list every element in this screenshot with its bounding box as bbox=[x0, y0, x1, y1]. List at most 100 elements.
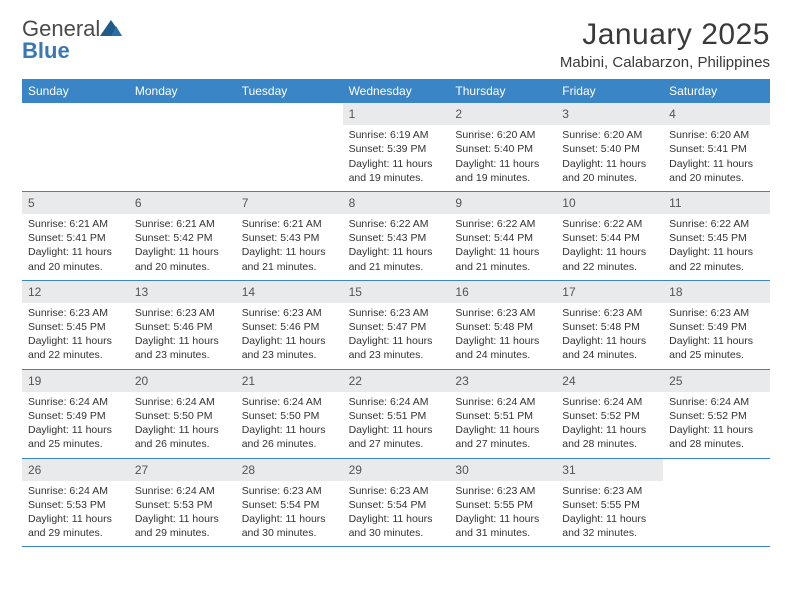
sunset-text: Sunset: 5:49 PM bbox=[28, 409, 123, 423]
sunset-text: Sunset: 5:39 PM bbox=[349, 142, 444, 156]
weekday-label: Sunday bbox=[22, 79, 129, 103]
day-number: 16 bbox=[449, 281, 556, 303]
day-body: Sunrise: 6:20 AMSunset: 5:40 PMDaylight:… bbox=[449, 125, 556, 191]
day-body: Sunrise: 6:20 AMSunset: 5:40 PMDaylight:… bbox=[556, 125, 663, 191]
sunset-text: Sunset: 5:47 PM bbox=[349, 320, 444, 334]
day-body: Sunrise: 6:24 AMSunset: 5:51 PMDaylight:… bbox=[449, 392, 556, 458]
sunrise-text: Sunrise: 6:24 AM bbox=[669, 395, 764, 409]
day-number: 23 bbox=[449, 370, 556, 392]
calendar-day bbox=[22, 103, 129, 191]
calendar-day: 20Sunrise: 6:24 AMSunset: 5:50 PMDayligh… bbox=[129, 370, 236, 458]
calendar-week: 1Sunrise: 6:19 AMSunset: 5:39 PMDaylight… bbox=[22, 103, 770, 192]
calendar-day: 16Sunrise: 6:23 AMSunset: 5:48 PMDayligh… bbox=[449, 281, 556, 369]
sunrise-text: Sunrise: 6:23 AM bbox=[349, 484, 444, 498]
calendar: Sunday Monday Tuesday Wednesday Thursday… bbox=[22, 79, 770, 547]
day-body: Sunrise: 6:19 AMSunset: 5:39 PMDaylight:… bbox=[343, 125, 450, 191]
calendar-day: 30Sunrise: 6:23 AMSunset: 5:55 PMDayligh… bbox=[449, 459, 556, 547]
calendar-day: 23Sunrise: 6:24 AMSunset: 5:51 PMDayligh… bbox=[449, 370, 556, 458]
day-number: 28 bbox=[236, 459, 343, 481]
sunrise-text: Sunrise: 6:22 AM bbox=[455, 217, 550, 231]
calendar-day: 14Sunrise: 6:23 AMSunset: 5:46 PMDayligh… bbox=[236, 281, 343, 369]
sunset-text: Sunset: 5:52 PM bbox=[669, 409, 764, 423]
weekday-label: Friday bbox=[556, 79, 663, 103]
day-body: Sunrise: 6:23 AMSunset: 5:47 PMDaylight:… bbox=[343, 303, 450, 369]
daylight-text: Daylight: 11 hours and 30 minutes. bbox=[242, 512, 337, 540]
sunset-text: Sunset: 5:53 PM bbox=[135, 498, 230, 512]
daylight-text: Daylight: 11 hours and 29 minutes. bbox=[135, 512, 230, 540]
daylight-text: Daylight: 11 hours and 27 minutes. bbox=[349, 423, 444, 451]
calendar-day: 9Sunrise: 6:22 AMSunset: 5:44 PMDaylight… bbox=[449, 192, 556, 280]
sunrise-text: Sunrise: 6:23 AM bbox=[562, 484, 657, 498]
sunset-text: Sunset: 5:43 PM bbox=[349, 231, 444, 245]
calendar-day: 27Sunrise: 6:24 AMSunset: 5:53 PMDayligh… bbox=[129, 459, 236, 547]
sunset-text: Sunset: 5:51 PM bbox=[455, 409, 550, 423]
sunset-text: Sunset: 5:41 PM bbox=[669, 142, 764, 156]
calendar-day: 6Sunrise: 6:21 AMSunset: 5:42 PMDaylight… bbox=[129, 192, 236, 280]
sunrise-text: Sunrise: 6:24 AM bbox=[562, 395, 657, 409]
sunrise-text: Sunrise: 6:19 AM bbox=[349, 128, 444, 142]
calendar-day: 7Sunrise: 6:21 AMSunset: 5:43 PMDaylight… bbox=[236, 192, 343, 280]
day-body: Sunrise: 6:24 AMSunset: 5:52 PMDaylight:… bbox=[556, 392, 663, 458]
calendar-day: 21Sunrise: 6:24 AMSunset: 5:50 PMDayligh… bbox=[236, 370, 343, 458]
day-body: Sunrise: 6:23 AMSunset: 5:45 PMDaylight:… bbox=[22, 303, 129, 369]
daylight-text: Daylight: 11 hours and 19 minutes. bbox=[349, 157, 444, 185]
daylight-text: Daylight: 11 hours and 23 minutes. bbox=[349, 334, 444, 362]
day-number: 11 bbox=[663, 192, 770, 214]
calendar-day: 18Sunrise: 6:23 AMSunset: 5:49 PMDayligh… bbox=[663, 281, 770, 369]
day-number: 15 bbox=[343, 281, 450, 303]
sunrise-text: Sunrise: 6:20 AM bbox=[562, 128, 657, 142]
sunset-text: Sunset: 5:53 PM bbox=[28, 498, 123, 512]
sunrise-text: Sunrise: 6:24 AM bbox=[28, 395, 123, 409]
day-body: Sunrise: 6:22 AMSunset: 5:45 PMDaylight:… bbox=[663, 214, 770, 280]
sunset-text: Sunset: 5:44 PM bbox=[562, 231, 657, 245]
calendar-day: 19Sunrise: 6:24 AMSunset: 5:49 PMDayligh… bbox=[22, 370, 129, 458]
calendar-day: 22Sunrise: 6:24 AMSunset: 5:51 PMDayligh… bbox=[343, 370, 450, 458]
sunrise-text: Sunrise: 6:22 AM bbox=[562, 217, 657, 231]
day-body: Sunrise: 6:23 AMSunset: 5:48 PMDaylight:… bbox=[449, 303, 556, 369]
calendar-week: 19Sunrise: 6:24 AMSunset: 5:49 PMDayligh… bbox=[22, 370, 770, 459]
day-number: 20 bbox=[129, 370, 236, 392]
sunrise-text: Sunrise: 6:22 AM bbox=[669, 217, 764, 231]
daylight-text: Daylight: 11 hours and 26 minutes. bbox=[242, 423, 337, 451]
day-number: 13 bbox=[129, 281, 236, 303]
sunset-text: Sunset: 5:46 PM bbox=[242, 320, 337, 334]
day-body: Sunrise: 6:23 AMSunset: 5:55 PMDaylight:… bbox=[449, 481, 556, 547]
day-body: Sunrise: 6:24 AMSunset: 5:53 PMDaylight:… bbox=[22, 481, 129, 547]
sunset-text: Sunset: 5:42 PM bbox=[135, 231, 230, 245]
sunrise-text: Sunrise: 6:23 AM bbox=[562, 306, 657, 320]
weekday-label: Wednesday bbox=[343, 79, 450, 103]
brand-name: General Blue bbox=[22, 18, 122, 62]
daylight-text: Daylight: 11 hours and 27 minutes. bbox=[455, 423, 550, 451]
day-body: Sunrise: 6:24 AMSunset: 5:49 PMDaylight:… bbox=[22, 392, 129, 458]
calendar-day: 12Sunrise: 6:23 AMSunset: 5:45 PMDayligh… bbox=[22, 281, 129, 369]
calendar-day: 10Sunrise: 6:22 AMSunset: 5:44 PMDayligh… bbox=[556, 192, 663, 280]
day-number: 17 bbox=[556, 281, 663, 303]
daylight-text: Daylight: 11 hours and 20 minutes. bbox=[562, 157, 657, 185]
calendar-day: 5Sunrise: 6:21 AMSunset: 5:41 PMDaylight… bbox=[22, 192, 129, 280]
daylight-text: Daylight: 11 hours and 21 minutes. bbox=[455, 245, 550, 273]
day-body: Sunrise: 6:24 AMSunset: 5:52 PMDaylight:… bbox=[663, 392, 770, 458]
day-body: Sunrise: 6:20 AMSunset: 5:41 PMDaylight:… bbox=[663, 125, 770, 191]
sunset-text: Sunset: 5:40 PM bbox=[562, 142, 657, 156]
day-number: 9 bbox=[449, 192, 556, 214]
calendar-day: 17Sunrise: 6:23 AMSunset: 5:48 PMDayligh… bbox=[556, 281, 663, 369]
day-body: Sunrise: 6:21 AMSunset: 5:42 PMDaylight:… bbox=[129, 214, 236, 280]
weekday-label: Monday bbox=[129, 79, 236, 103]
sunrise-text: Sunrise: 6:24 AM bbox=[135, 395, 230, 409]
weekday-label: Tuesday bbox=[236, 79, 343, 103]
sunrise-text: Sunrise: 6:24 AM bbox=[242, 395, 337, 409]
calendar-day: 24Sunrise: 6:24 AMSunset: 5:52 PMDayligh… bbox=[556, 370, 663, 458]
sunset-text: Sunset: 5:54 PM bbox=[242, 498, 337, 512]
calendar-day bbox=[663, 459, 770, 547]
daylight-text: Daylight: 11 hours and 20 minutes. bbox=[135, 245, 230, 273]
day-body: Sunrise: 6:22 AMSunset: 5:44 PMDaylight:… bbox=[449, 214, 556, 280]
daylight-text: Daylight: 11 hours and 19 minutes. bbox=[455, 157, 550, 185]
calendar-day: 29Sunrise: 6:23 AMSunset: 5:54 PMDayligh… bbox=[343, 459, 450, 547]
sunrise-text: Sunrise: 6:21 AM bbox=[135, 217, 230, 231]
sunset-text: Sunset: 5:55 PM bbox=[562, 498, 657, 512]
sunrise-text: Sunrise: 6:24 AM bbox=[135, 484, 230, 498]
daylight-text: Daylight: 11 hours and 23 minutes. bbox=[242, 334, 337, 362]
calendar-day: 3Sunrise: 6:20 AMSunset: 5:40 PMDaylight… bbox=[556, 103, 663, 191]
daylight-text: Daylight: 11 hours and 25 minutes. bbox=[28, 423, 123, 451]
calendar-week: 26Sunrise: 6:24 AMSunset: 5:53 PMDayligh… bbox=[22, 459, 770, 548]
